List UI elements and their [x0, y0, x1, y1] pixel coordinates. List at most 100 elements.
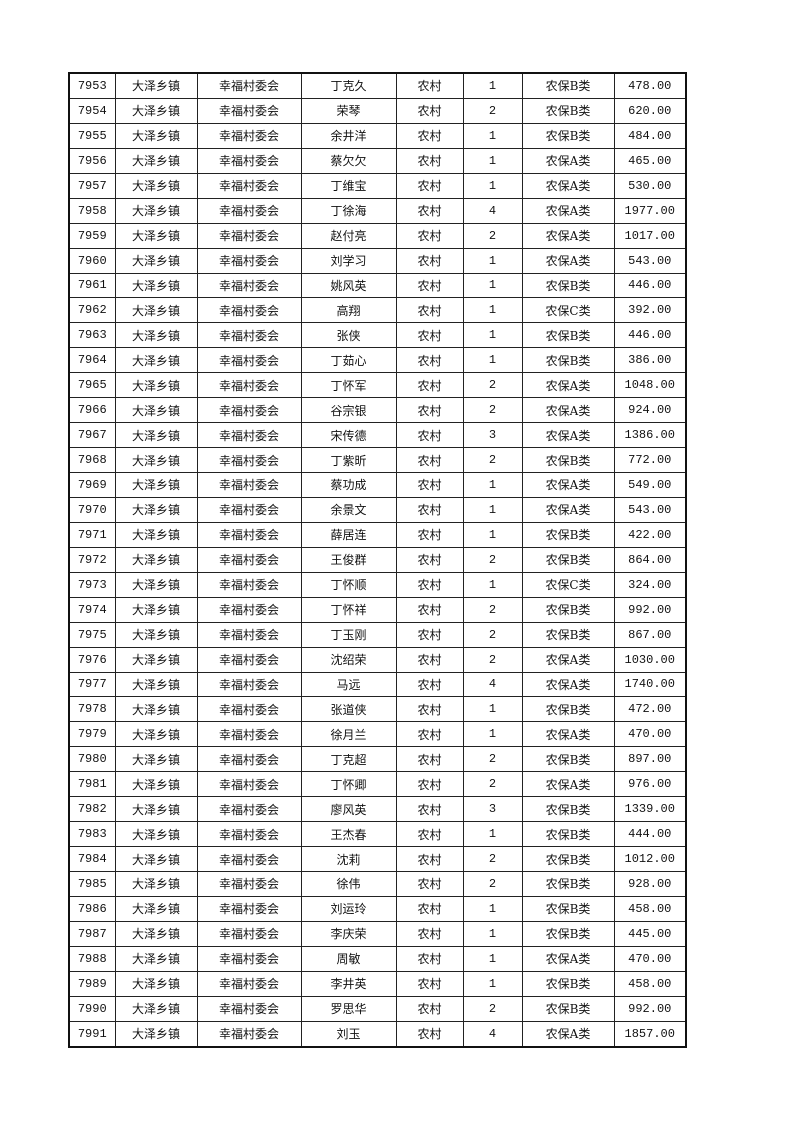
cell-persons: 3: [462, 796, 523, 823]
cell-town: 大泽乡镇: [114, 621, 198, 648]
cell-amount: 992.00: [613, 995, 687, 1022]
table-row: 7984 大泽乡镇 幸福村委会 沈莉 农村 2 农保B类 1012.00: [68, 846, 687, 872]
table-row: 7967 大泽乡镇 幸福村委会 宋传德 农村 3 农保A类 1386.00: [68, 422, 687, 449]
table-row: 7982 大泽乡镇 幸福村委会 廖风英 农村 3 农保B类 1339.00: [68, 796, 687, 823]
cell-category: 农保A类: [521, 721, 615, 748]
cell-committee: 幸福村委会: [196, 347, 302, 374]
cell-amount: 1048.00: [613, 372, 687, 399]
cell-area: 农村: [395, 895, 464, 922]
cell-name: 刘玉: [300, 1020, 397, 1048]
cell-id: 7986: [68, 895, 116, 922]
cell-persons: 2: [462, 646, 523, 673]
cell-committee: 幸福村委会: [196, 472, 302, 498]
cell-id: 7973: [68, 571, 116, 598]
cell-area: 农村: [395, 1020, 464, 1048]
cell-town: 大泽乡镇: [114, 995, 198, 1022]
cell-id: 7955: [68, 122, 116, 149]
cell-persons: 2: [462, 871, 523, 897]
table-row: 7961 大泽乡镇 幸福村委会 姚风英 农村 1 农保B类 446.00: [68, 272, 687, 299]
cell-category: 农保B类: [521, 895, 615, 922]
cell-persons: 2: [462, 447, 523, 473]
cell-id: 7966: [68, 397, 116, 424]
cell-id: 7967: [68, 422, 116, 449]
table-row: 7986 大泽乡镇 幸福村委会 刘运玲 农村 1 农保B类 458.00: [68, 895, 687, 922]
cell-name: 王杰春: [300, 821, 397, 848]
cell-town: 大泽乡镇: [114, 546, 198, 573]
cell-amount: 444.00: [613, 821, 687, 848]
cell-name: 丁克久: [300, 72, 397, 99]
cell-id: 7978: [68, 696, 116, 723]
cell-area: 农村: [395, 347, 464, 374]
cell-category: 农保B类: [521, 97, 615, 124]
cell-town: 大泽乡镇: [114, 147, 198, 174]
cell-committee: 幸福村委会: [196, 372, 302, 399]
table-row: 7980 大泽乡镇 幸福村委会 丁克超 农村 2 农保B类 897.00: [68, 746, 687, 773]
cell-committee: 幸福村委会: [196, 147, 302, 174]
cell-area: 农村: [395, 422, 464, 449]
cell-amount: 864.00: [613, 546, 687, 573]
cell-category: 农保A类: [521, 172, 615, 199]
cell-name: 余井洋: [300, 122, 397, 149]
cell-id: 7964: [68, 347, 116, 374]
cell-persons: 1: [462, 147, 523, 174]
cell-area: 农村: [395, 995, 464, 1022]
table-row: 7983 大泽乡镇 幸福村委会 王杰春 农村 1 农保B类 444.00: [68, 821, 687, 848]
cell-town: 大泽乡镇: [114, 122, 198, 149]
cell-area: 农村: [395, 447, 464, 473]
cell-town: 大泽乡镇: [114, 172, 198, 199]
cell-name: 丁怀祥: [300, 596, 397, 623]
cell-committee: 幸福村委会: [196, 821, 302, 848]
cell-id: 7987: [68, 920, 116, 947]
cell-amount: 1386.00: [613, 422, 687, 449]
cell-amount: 1339.00: [613, 796, 687, 823]
table-body: 7953 大泽乡镇 幸福村委会 丁克久 农村 1 农保B类 478.00 7954 大泽乡镇 幸福村…: [68, 72, 687, 1048]
cell-name: 沈绍荣: [300, 646, 397, 673]
cell-id: 7991: [68, 1020, 116, 1048]
cell-persons: 1: [462, 721, 523, 748]
cell-town: 大泽乡镇: [114, 496, 198, 523]
cell-committee: 幸福村委会: [196, 422, 302, 449]
table-row: 7987 大泽乡镇 幸福村委会 李庆荣 农村 1 农保B类 445.00: [68, 920, 687, 947]
cell-committee: 幸福村委会: [196, 796, 302, 823]
cell-town: 大泽乡镇: [114, 746, 198, 773]
table-row: 7975 大泽乡镇 幸福村委会 丁玉刚 农村 2 农保B类 867.00: [68, 621, 687, 648]
cell-amount: 1740.00: [613, 671, 687, 698]
cell-area: 农村: [395, 72, 464, 99]
table-row: 7957 大泽乡镇 幸福村委会 丁维宝 农村 1 农保A类 530.00: [68, 172, 687, 199]
cell-town: 大泽乡镇: [114, 272, 198, 299]
table-row: 7953 大泽乡镇 幸福村委会 丁克久 农村 1 农保B类 478.00: [68, 72, 687, 99]
cell-id: 7961: [68, 272, 116, 299]
cell-persons: 4: [462, 197, 523, 224]
cell-persons: 1: [462, 122, 523, 149]
cell-amount: 992.00: [613, 596, 687, 623]
cell-id: 7969: [68, 472, 116, 498]
cell-name: 刘运玲: [300, 895, 397, 922]
cell-amount: 976.00: [613, 771, 687, 798]
table-row: 7990 大泽乡镇 幸福村委会 罗思华 农村 2 农保B类 992.00: [68, 995, 687, 1022]
cell-area: 农村: [395, 222, 464, 249]
cell-category: 农保B类: [521, 871, 615, 897]
cell-town: 大泽乡镇: [114, 1020, 198, 1048]
cell-category: 农保B类: [521, 447, 615, 473]
cell-id: 7971: [68, 521, 116, 548]
cell-persons: 1: [462, 821, 523, 848]
cell-area: 农村: [395, 247, 464, 274]
table-row: 7989 大泽乡镇 幸福村委会 李井英 农村 1 农保B类 458.00: [68, 970, 687, 997]
cell-name: 谷宗银: [300, 397, 397, 424]
table-row: 7962 大泽乡镇 幸福村委会 高翔 农村 1 农保C类 392.00: [68, 297, 687, 324]
cell-committee: 幸福村委会: [196, 746, 302, 773]
cell-name: 丁玉刚: [300, 621, 397, 648]
cell-persons: 1: [462, 895, 523, 922]
cell-persons: 1: [462, 347, 523, 374]
cell-id: 7974: [68, 596, 116, 623]
cell-persons: 1: [462, 172, 523, 199]
cell-area: 农村: [395, 521, 464, 548]
cell-category: 农保B类: [521, 546, 615, 573]
cell-category: 农保A类: [521, 397, 615, 424]
cell-id: 7956: [68, 147, 116, 174]
cell-id: 7968: [68, 447, 116, 473]
cell-persons: 4: [462, 671, 523, 698]
cell-category: 农保A类: [521, 372, 615, 399]
cell-category: 农保A类: [521, 197, 615, 224]
cell-id: 7959: [68, 222, 116, 249]
